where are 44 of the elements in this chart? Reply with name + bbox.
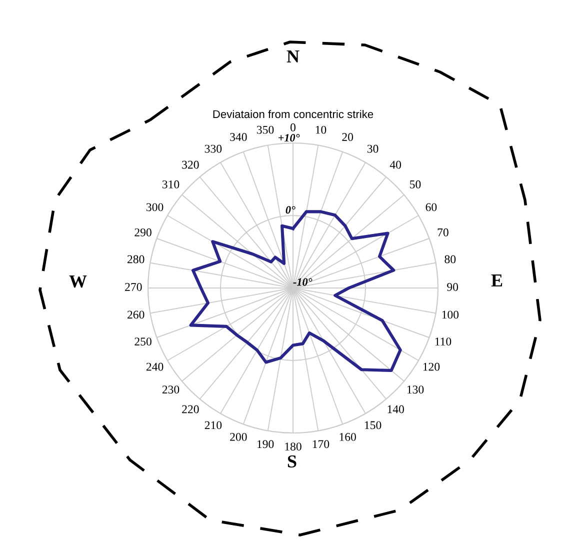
spoke-label: 210 xyxy=(204,421,222,430)
spoke-label: 300 xyxy=(146,203,164,212)
text: E xyxy=(491,274,502,286)
spoke-label: 220 xyxy=(182,405,199,414)
spoke-label: 250 xyxy=(134,338,152,346)
spoke-label: 150 xyxy=(364,421,382,430)
spoke-label: 310 xyxy=(162,180,180,188)
spoke-label: 180 xyxy=(285,442,302,451)
spoke-label: 20 xyxy=(342,133,354,141)
spoke-label: 230 xyxy=(162,386,180,394)
text: W xyxy=(69,276,87,288)
spoke-label: 280 xyxy=(128,255,144,264)
text: S xyxy=(288,455,296,468)
spoke-label: 190 xyxy=(257,440,274,448)
spoke-label: 260 xyxy=(128,310,144,319)
spoke-label: 90 xyxy=(447,282,458,291)
spoke-label: 130 xyxy=(407,386,424,394)
spoke-label: 60 xyxy=(426,203,437,212)
y-tick-label: +10° xyxy=(278,134,300,142)
spoke-label: 30 xyxy=(367,144,378,153)
spoke-label: 200 xyxy=(230,432,247,441)
spoke-label: 330 xyxy=(204,144,222,153)
spoke-label: 270 xyxy=(125,282,142,291)
spoke-label: 80 xyxy=(444,255,456,264)
spoke-label: 0 xyxy=(290,123,296,132)
spoke-label: 50 xyxy=(410,180,421,188)
spoke-label: 10 xyxy=(316,126,326,134)
spoke-label: 120 xyxy=(423,362,440,371)
text: N xyxy=(286,50,300,62)
spoke-label: 110 xyxy=(435,338,452,346)
spoke-label: 140 xyxy=(388,405,404,414)
spoke-label: 240 xyxy=(146,362,164,371)
y-tick-label: 0° xyxy=(286,206,296,214)
spoke-label: 160 xyxy=(340,432,356,441)
spoke-label: 290 xyxy=(134,228,152,236)
chart-title: Deviataion from concentric strike xyxy=(213,110,374,118)
spoke-label: 100 xyxy=(442,310,459,319)
spoke-label: 350 xyxy=(257,126,274,134)
spoke-label: 320 xyxy=(182,160,199,169)
spoke-label: 70 xyxy=(438,228,448,236)
spoke-label: 170 xyxy=(312,440,330,448)
spoke-label: 40 xyxy=(390,160,402,169)
y-tick-label: -10° xyxy=(293,278,312,286)
spoke-label: 340 xyxy=(230,133,247,141)
